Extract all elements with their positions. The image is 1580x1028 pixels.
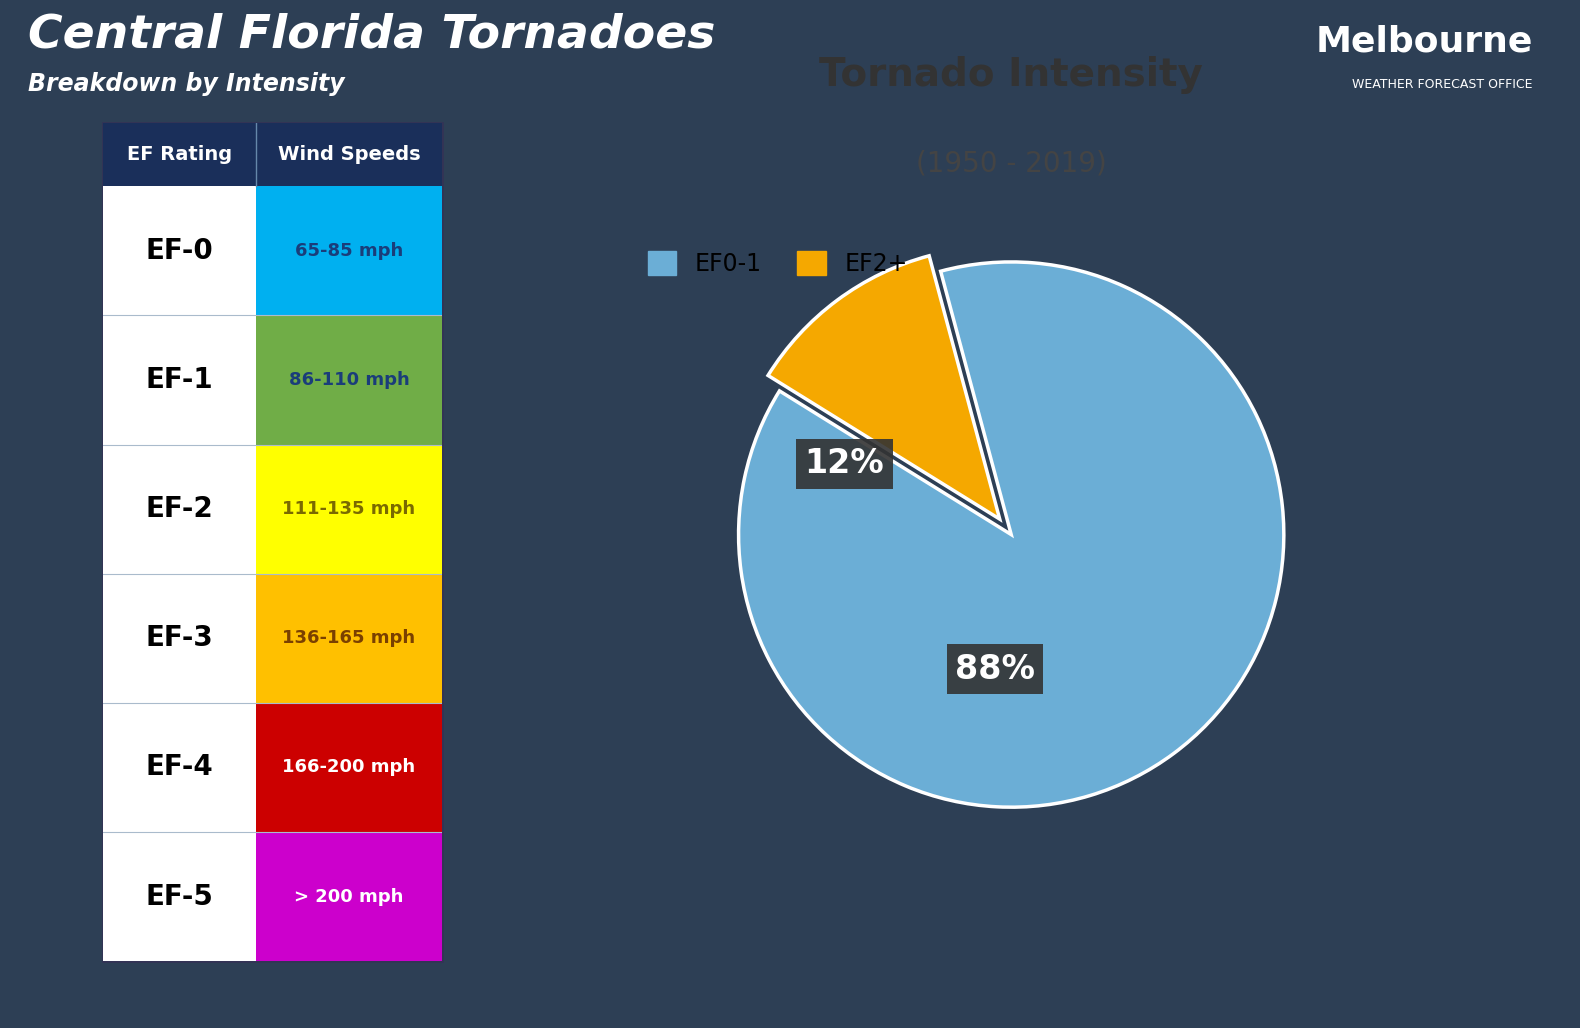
Bar	[256, 316, 442, 444]
Text: 111-135 mph: 111-135 mph	[283, 500, 416, 518]
Text: EF-3: EF-3	[145, 624, 213, 653]
Bar	[256, 703, 442, 832]
Bar	[103, 703, 256, 832]
Bar	[103, 832, 256, 961]
Bar	[103, 123, 442, 186]
Text: 86-110 mph: 86-110 mph	[289, 371, 409, 389]
Text: EF-1: EF-1	[145, 366, 213, 394]
Bar	[103, 574, 256, 703]
Bar	[256, 574, 442, 703]
Text: 136-165 mph: 136-165 mph	[283, 629, 416, 648]
Text: Melbourne: Melbourne	[1315, 24, 1533, 58]
Bar	[256, 832, 442, 961]
Text: Central Florida Tornadoes: Central Florida Tornadoes	[28, 12, 716, 57]
Wedge shape	[738, 262, 1285, 807]
Text: 12%: 12%	[804, 447, 885, 480]
Legend: EF0-1, EF2+: EF0-1, EF2+	[638, 242, 918, 286]
Text: EF Rating: EF Rating	[126, 145, 232, 164]
Text: EF-2: EF-2	[145, 495, 213, 523]
Text: 166-200 mph: 166-200 mph	[283, 759, 416, 776]
Bar	[103, 186, 256, 316]
Text: Tornado Intensity: Tornado Intensity	[820, 56, 1202, 94]
Bar	[103, 316, 256, 444]
Text: WEATHER FORECAST OFFICE: WEATHER FORECAST OFFICE	[1352, 78, 1533, 90]
Text: 65-85 mph: 65-85 mph	[295, 242, 403, 260]
Text: EF-4: EF-4	[145, 754, 213, 781]
Text: EF-0: EF-0	[145, 236, 213, 265]
Text: (1950 - 2019): (1950 - 2019)	[916, 150, 1106, 178]
Text: Wind Speeds: Wind Speeds	[278, 145, 420, 164]
Wedge shape	[768, 256, 1000, 519]
Bar	[256, 186, 442, 316]
Text: 88%: 88%	[956, 653, 1035, 686]
Text: Breakdown by Intensity: Breakdown by Intensity	[28, 72, 344, 97]
Text: > 200 mph: > 200 mph	[294, 887, 403, 906]
Bar	[103, 444, 256, 574]
Bar	[256, 444, 442, 574]
Text: EF-5: EF-5	[145, 883, 213, 911]
